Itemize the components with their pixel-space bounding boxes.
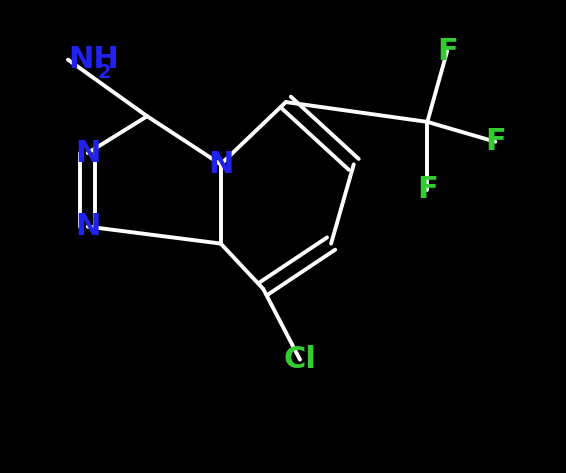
- Text: F: F: [485, 127, 505, 156]
- Text: 2: 2: [97, 62, 111, 81]
- Text: Cl: Cl: [284, 345, 316, 374]
- Text: F: F: [437, 36, 457, 66]
- Text: NH: NH: [68, 45, 119, 74]
- Text: F: F: [417, 175, 438, 204]
- Text: N: N: [75, 212, 100, 241]
- Text: N: N: [208, 150, 233, 179]
- Text: N: N: [75, 139, 100, 167]
